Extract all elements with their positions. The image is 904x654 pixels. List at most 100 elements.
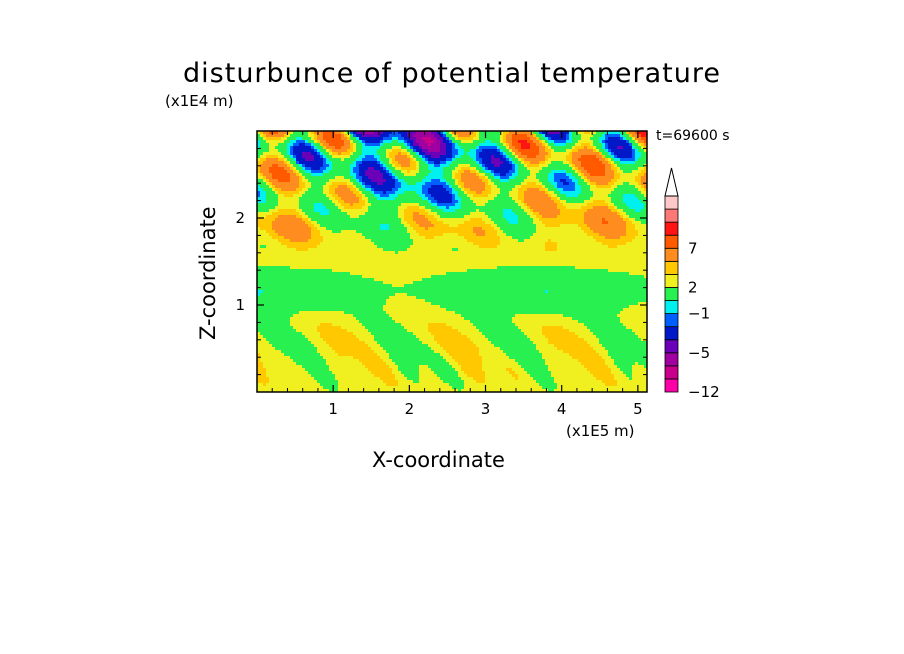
field-cell xyxy=(488,227,492,231)
field-cell xyxy=(443,209,447,213)
field-cell xyxy=(488,170,492,174)
field-cell xyxy=(257,149,261,153)
field-cell xyxy=(503,191,507,195)
field-cell xyxy=(554,197,558,201)
field-cell xyxy=(497,146,501,150)
field-cell xyxy=(437,143,441,147)
field-cell xyxy=(293,140,297,144)
field-cell xyxy=(392,182,396,186)
field-cell xyxy=(419,149,423,153)
field-cell xyxy=(578,191,582,195)
field-cell xyxy=(341,197,345,201)
field-cell xyxy=(362,242,366,246)
field-cell xyxy=(368,134,372,138)
field-cell xyxy=(539,152,543,156)
field-cell xyxy=(410,134,414,138)
field-cell xyxy=(569,170,573,174)
field-cell xyxy=(635,212,639,216)
field-cell xyxy=(257,152,261,156)
field-cell xyxy=(392,197,396,201)
field-cell xyxy=(545,212,549,216)
field-cell xyxy=(437,188,441,192)
field-cell xyxy=(395,134,399,138)
field-cell xyxy=(521,188,525,192)
field-cell xyxy=(323,191,327,195)
field-cell xyxy=(521,161,525,165)
field-cell xyxy=(338,200,342,204)
field-cell xyxy=(404,143,408,147)
field-cell xyxy=(530,134,534,138)
field-cell xyxy=(344,167,348,171)
field-cell xyxy=(569,161,573,165)
field-cell xyxy=(626,227,630,231)
field-cell xyxy=(377,188,381,192)
field-cell xyxy=(638,212,642,216)
field-cell xyxy=(389,239,393,243)
field-cell xyxy=(551,221,555,225)
field-cell xyxy=(389,143,393,147)
field-cell xyxy=(401,224,405,228)
field-cell xyxy=(575,173,579,177)
field-cell xyxy=(506,233,510,237)
field-cell xyxy=(293,227,297,231)
field-cell xyxy=(608,134,612,138)
field-cell xyxy=(446,200,450,204)
field-cell xyxy=(617,131,621,135)
field-cell xyxy=(398,218,402,222)
field-cell xyxy=(434,233,438,237)
field-cell xyxy=(266,227,270,231)
field-cell xyxy=(323,218,327,222)
field-cell xyxy=(521,200,525,204)
field-cell xyxy=(308,200,312,204)
field-cell xyxy=(527,236,531,240)
field-cell xyxy=(422,194,426,198)
field-cell xyxy=(608,167,612,171)
field-cell xyxy=(296,194,300,198)
field-cell xyxy=(641,182,645,186)
field-cell xyxy=(614,194,618,198)
field-cell xyxy=(548,239,552,243)
field-cell xyxy=(380,227,384,231)
field-cell xyxy=(497,143,501,147)
field-cell xyxy=(605,137,609,141)
field-cell xyxy=(551,194,555,198)
field-cell xyxy=(482,170,486,174)
field-cell xyxy=(641,188,645,192)
field-cell xyxy=(335,197,339,201)
field-cell xyxy=(584,131,588,135)
field-cell xyxy=(623,170,627,174)
field-cell xyxy=(323,143,327,147)
field-cell xyxy=(629,146,633,150)
field-cell xyxy=(401,227,405,231)
field-cell xyxy=(473,230,477,234)
field-cell xyxy=(344,233,348,237)
field-cell xyxy=(449,188,453,192)
field-cell xyxy=(491,158,495,162)
field-cell xyxy=(362,194,366,198)
field-cell xyxy=(446,215,450,219)
field-cell xyxy=(407,134,411,138)
field-cell xyxy=(536,239,540,243)
field-cell xyxy=(323,179,327,183)
field-cell xyxy=(332,218,336,222)
field-cell xyxy=(341,176,345,180)
field-cell xyxy=(467,242,471,246)
field-cell xyxy=(305,197,309,201)
field-cell xyxy=(359,179,363,183)
field-cell xyxy=(293,203,297,207)
field-cell xyxy=(290,170,294,174)
field-cell xyxy=(557,179,561,183)
field-cell xyxy=(608,230,612,234)
field-cell xyxy=(527,182,531,186)
field-cell xyxy=(353,227,357,231)
field-cell xyxy=(425,143,429,147)
field-cell xyxy=(494,155,498,159)
field-cell xyxy=(467,224,471,228)
field-cell xyxy=(590,191,594,195)
field-cell xyxy=(506,137,510,141)
field-cell xyxy=(515,137,519,141)
field-cell xyxy=(461,143,465,147)
field-cell xyxy=(416,143,420,147)
field-cell xyxy=(392,149,396,153)
field-cell xyxy=(488,188,492,192)
